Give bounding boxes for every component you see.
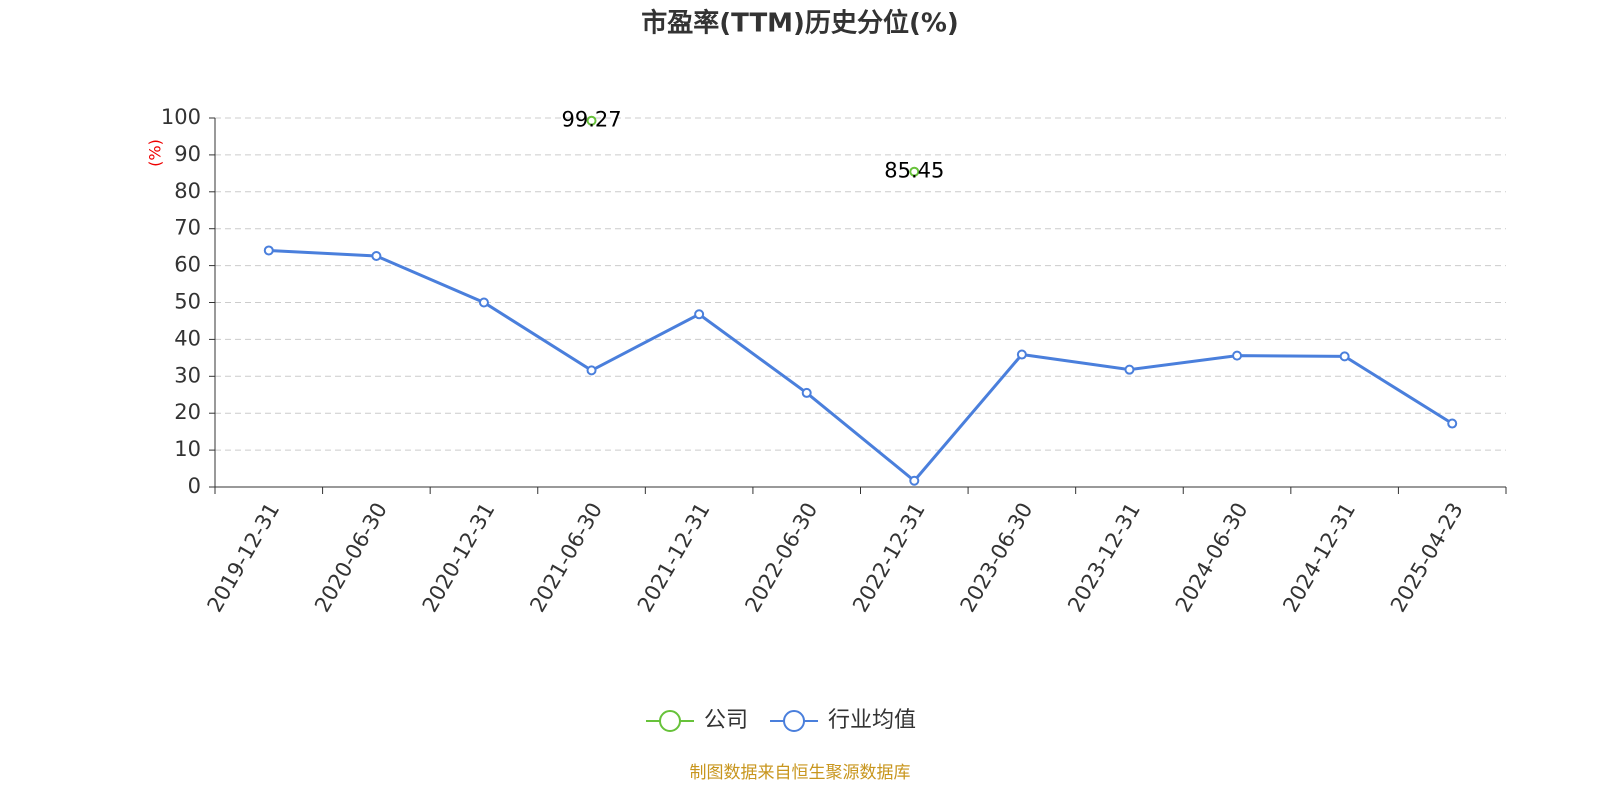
source-note: 制图数据来自恒生聚源数据库 bbox=[690, 763, 911, 783]
data-point bbox=[586, 365, 597, 376]
x-tick-label: 2022-12-31 bbox=[848, 499, 930, 617]
y-tick-label: 80 bbox=[174, 179, 201, 203]
data-point bbox=[478, 297, 489, 308]
y-tick-label: 100 bbox=[161, 105, 201, 129]
x-tick-label: 2020-06-30 bbox=[310, 499, 392, 617]
data-point bbox=[1016, 349, 1027, 360]
y-tick-label: 90 bbox=[174, 142, 201, 166]
x-tick-label: 2019-12-31 bbox=[203, 499, 285, 617]
data-point bbox=[909, 166, 920, 177]
chart-title: 市盈率(TTM)历史分位(%) bbox=[641, 8, 959, 39]
data-point bbox=[1232, 350, 1243, 361]
data-point bbox=[1447, 418, 1458, 429]
data-label: 99.27 bbox=[561, 108, 621, 132]
x-tick-label: 2023-06-30 bbox=[956, 499, 1038, 617]
y-tick-label: 20 bbox=[174, 400, 201, 424]
data-point bbox=[263, 245, 274, 256]
data-point bbox=[801, 387, 812, 398]
legend-label: 行业均值 bbox=[828, 708, 916, 733]
series-line bbox=[268, 248, 1454, 483]
y-tick-label: 0 bbox=[188, 474, 201, 498]
data-point bbox=[586, 115, 597, 126]
x-tick-label: 2021-12-31 bbox=[633, 499, 715, 617]
y-tick-label: 30 bbox=[174, 363, 201, 387]
x-tick-label: 2022-06-30 bbox=[740, 499, 822, 617]
x-tick-label: 2023-12-31 bbox=[1063, 499, 1145, 617]
y-tick-label: 70 bbox=[174, 216, 201, 240]
data-point bbox=[694, 309, 705, 320]
y-tick-label: 40 bbox=[174, 326, 201, 350]
data-label: 85.45 bbox=[884, 159, 944, 183]
y-tick-label: 60 bbox=[174, 253, 201, 277]
data-point bbox=[909, 475, 920, 486]
x-tick-label: 2024-12-31 bbox=[1278, 499, 1360, 617]
legend-marker bbox=[659, 710, 681, 732]
legend-marker bbox=[783, 710, 806, 732]
y-tick-label: 50 bbox=[174, 290, 201, 314]
data-point bbox=[1339, 351, 1350, 362]
legend-label: 公司 bbox=[704, 708, 748, 733]
y-tick-label: 10 bbox=[174, 437, 201, 461]
x-tick-label: 2020-12-31 bbox=[418, 499, 500, 617]
data-point bbox=[371, 251, 382, 262]
x-tick-label: 2025-04-23 bbox=[1386, 499, 1468, 617]
x-tick-label: 2021-06-30 bbox=[525, 499, 607, 617]
y-axis-label: (%) bbox=[146, 139, 165, 167]
x-tick-label: 2024-06-30 bbox=[1171, 499, 1253, 617]
data-point bbox=[1124, 364, 1135, 375]
